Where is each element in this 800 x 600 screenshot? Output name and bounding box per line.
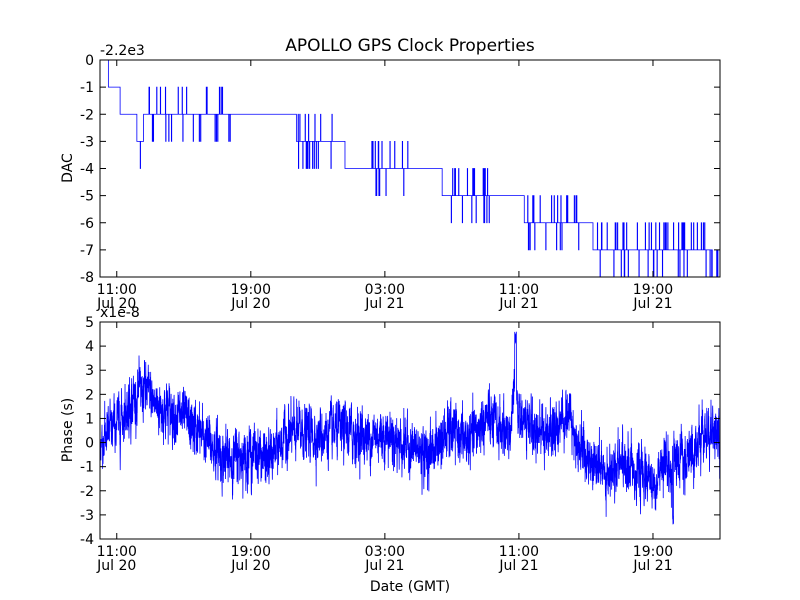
- phase-ytick-label: 5: [85, 315, 94, 331]
- phase-ytick-label: 2: [85, 387, 94, 403]
- dac-ytick-label: -2: [80, 107, 94, 123]
- phase-xtick-date-label: Jul 21: [632, 558, 672, 574]
- phase-plot-area: [99, 331, 721, 525]
- dac-xtick-date-label: Jul 20: [230, 296, 270, 312]
- dac-xtick-date-label: Jul 21: [364, 296, 404, 312]
- dac-offset-label: -2.2e3: [100, 43, 145, 59]
- phase-ylabel: Phase (s): [60, 398, 76, 462]
- phase-xtick-time-label: 11:00: [97, 544, 137, 560]
- phase-ytick-label: -1: [80, 460, 94, 476]
- dac-xtick-time-label: 19:00: [633, 282, 673, 298]
- phase-ytick-label: -3: [80, 508, 94, 524]
- phase-ytick-label: 1: [85, 411, 94, 427]
- dac-xtick-time-label: 11:00: [499, 282, 539, 298]
- dac-xtick-time-label: 11:00: [97, 282, 137, 298]
- dac-xtick-time-label: 03:00: [365, 282, 405, 298]
- phase-ytick-label: 0: [85, 436, 94, 452]
- dac-ytick-label: -6: [80, 216, 94, 232]
- dac-axes-frame: [99, 59, 721, 278]
- dac-xtick-date-label: Jul 20: [96, 296, 136, 312]
- phase-ytick-label: -2: [80, 484, 94, 500]
- dac-xtick-time-label: 19:00: [231, 282, 271, 298]
- phase-xtick-date-label: Jul 20: [230, 558, 270, 574]
- dac-ytick-label: -4: [80, 162, 94, 178]
- dac-ytick-label: 0: [85, 53, 94, 69]
- dac-ytick-label: -3: [80, 134, 94, 150]
- phase-xtick-time-label: 19:00: [633, 544, 673, 560]
- phase-ytick-label: 4: [85, 339, 94, 355]
- phase-y-axis: 5 4 3 2 1 0 -1 -2 -3 -4: [80, 315, 720, 548]
- phase-xtick-date-label: Jul 21: [364, 558, 404, 574]
- dac-xtick-date-label: Jul 21: [498, 296, 538, 312]
- phase-axes-frame: [99, 321, 721, 540]
- chart-title: APOLLO GPS Clock Properties: [285, 36, 535, 56]
- dac-ytick-label: -5: [80, 189, 94, 205]
- dac-ytick-label: -1: [80, 80, 94, 96]
- phase-xlabel: Date (GMT): [370, 579, 450, 595]
- phase-xtick-time-label: 03:00: [365, 544, 405, 560]
- phase-xtick-date-label: Jul 20: [96, 558, 136, 574]
- phase-offset-label: x1e-8: [100, 305, 140, 321]
- phase-ytick-label: -4: [80, 532, 94, 548]
- dac-ytick-label: -8: [80, 270, 94, 286]
- phase-xtick-time-label: 11:00: [499, 544, 539, 560]
- dac-xtick-date-label: Jul 21: [632, 296, 672, 312]
- dac-series-line: [100, 59, 721, 278]
- phase-ytick-label: 3: [85, 363, 94, 379]
- phase-xtick-date-label: Jul 21: [498, 558, 538, 574]
- dac-ytick-label: -7: [80, 243, 94, 259]
- phase-xtick-time-label: 19:00: [231, 544, 271, 560]
- dac-plot-area: [100, 59, 721, 278]
- phase-series-line: [99, 331, 721, 525]
- dac-y-axis: 0 -1 -2 -3 -4 -5 -6 -7 -8: [80, 53, 720, 286]
- dac-ylabel: DAC: [60, 153, 76, 183]
- dac-panel: APOLLO GPS Clock Properties -2.2e3 DAC 0…: [60, 36, 721, 312]
